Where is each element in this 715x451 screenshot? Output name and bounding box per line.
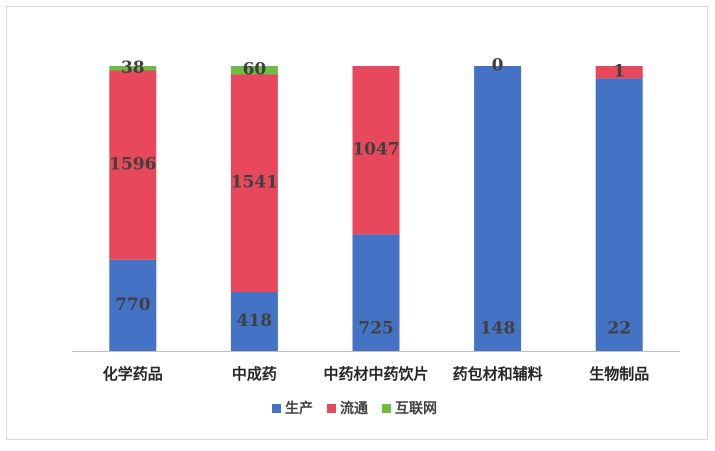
legend-swatch	[327, 404, 336, 413]
value-label: 1047	[352, 140, 399, 160]
legend-swatch	[382, 404, 391, 413]
x-tick-label: 药包材和辅料	[453, 365, 543, 383]
bar-segment	[595, 78, 643, 352]
value-label: 725	[358, 319, 394, 339]
legend-label: 流通	[340, 400, 368, 417]
bar-segment	[595, 66, 643, 79]
legend-swatch	[272, 404, 281, 413]
bar-segment	[352, 66, 400, 235]
value-label: 1	[613, 62, 625, 82]
value-label: 0	[492, 56, 504, 76]
bar-segment	[109, 70, 157, 260]
value-label: 148	[480, 319, 516, 339]
bar-segment	[474, 66, 522, 351]
value-label: 1596	[109, 155, 156, 175]
x-tick-label: 中药材中药饮片	[323, 365, 428, 383]
x-tick-label: 化学药品	[103, 365, 163, 383]
legend-label: 互联网	[395, 401, 437, 417]
bar-segment	[230, 66, 278, 75]
legend-label: 生产	[285, 400, 313, 417]
bar-segment	[230, 74, 278, 292]
bar-segment	[109, 259, 157, 351]
bar-segment	[109, 66, 157, 71]
bar-segment	[230, 291, 278, 351]
value-label: 770	[115, 295, 151, 315]
value-label: 38	[121, 58, 145, 78]
bar-segment	[352, 234, 400, 351]
x-tick-label: 中成药	[232, 365, 277, 383]
value-label: 22	[607, 319, 631, 339]
value-label: 60	[243, 60, 267, 80]
value-label: 1541	[231, 173, 278, 193]
x-tick-label: 生物制品	[589, 365, 649, 383]
value-label: 418	[237, 311, 273, 331]
